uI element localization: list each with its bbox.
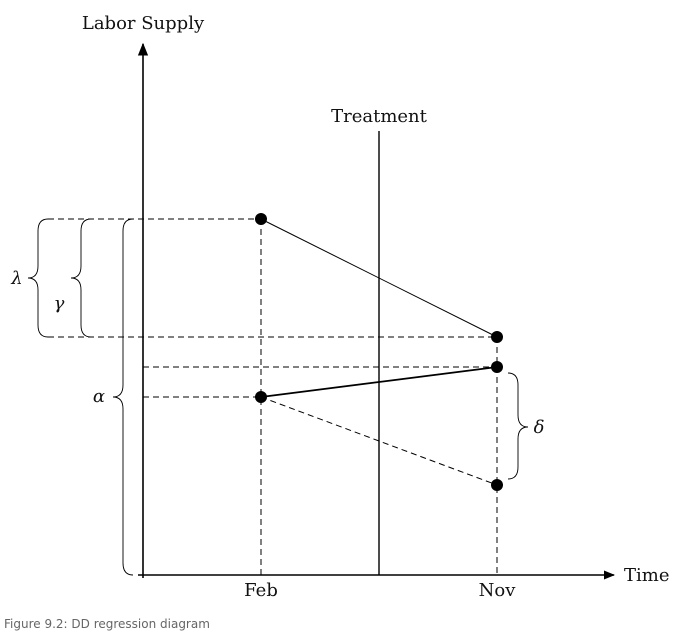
y-axis-label: Labor Supply — [82, 13, 205, 34]
gamma-brace — [70, 218, 92, 338]
point-nov-upper — [491, 331, 503, 343]
upper-group-line — [260, 218, 498, 338]
point-feb-upper — [255, 213, 267, 225]
x-tick-nov: Nov — [479, 580, 517, 601]
gamma-label: γ — [54, 293, 65, 314]
x-tick-feb: Feb — [244, 580, 278, 601]
delta-brace — [507, 372, 529, 480]
point-nov-lower — [491, 361, 503, 373]
lambda-brace — [27, 218, 49, 338]
treatment-label: Treatment — [331, 106, 428, 127]
counterfactual-line — [260, 396, 498, 486]
point-feb-lower — [255, 391, 267, 403]
figure-caption: Figure 9.2: DD regression diagram — [4, 617, 210, 631]
lambda-label: λ — [10, 268, 22, 289]
point-nov-counterfactual — [491, 479, 503, 491]
x-axis-label: Time — [624, 565, 669, 586]
alpha-brace — [112, 218, 134, 576]
delta-label: δ — [534, 417, 545, 438]
lower-group-line — [260, 366, 498, 398]
alpha-label: α — [93, 386, 105, 407]
